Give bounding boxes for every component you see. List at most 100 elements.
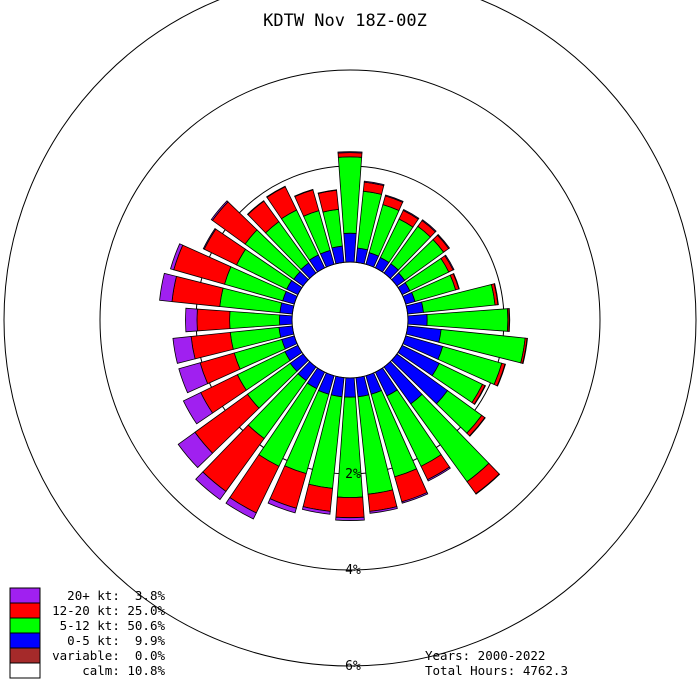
bar-260-0-5 [278,325,295,338]
direction-30 [374,208,420,273]
direction-50 [391,233,451,287]
bar-120-20plus [473,385,487,405]
bar-210-20plus [225,497,257,520]
direction-300 [202,227,303,296]
legend-label-20plus: 20+ kt: 3.8% [60,588,166,603]
direction-330 [266,185,326,273]
bar-280-20plus [159,272,177,303]
direction-40 [383,219,437,279]
legend-item-20plus: 20+ kt: 3.8% [9,587,166,604]
direction-130 [391,353,486,437]
legend-label-variable: variable: 0.0% [52,648,165,663]
ring-label-2pct: 2% [345,467,361,482]
bar-340-20plus [294,188,314,198]
calm-circle [291,261,409,379]
bar-110-20plus [496,363,506,387]
direction-170 [355,375,398,514]
bar-270-12-20 [196,308,231,332]
bar-230-20plus [177,431,214,469]
bar-130-20plus [468,417,486,437]
bar-0-0-5 [343,232,357,263]
direction-310 [210,200,309,287]
legend-swatch-0-5 [9,632,41,649]
bar-350-20plus [317,189,338,194]
legend-item-calm: calm: 10.8% [9,662,165,679]
direction-280 [159,272,295,315]
bar-80-0-5 [405,301,424,315]
bar-150-20plus [427,466,451,482]
bar-240-20plus [182,391,214,425]
bar-80-20plus [493,283,499,306]
chart-title: KDTW Nov 18Z-00Z [263,11,427,31]
direction-80 [405,283,499,315]
bar-50-20plus [436,233,451,250]
bar-20-20plus [384,194,404,203]
bar-0-5-12 [337,156,363,234]
direction-260 [172,325,295,364]
wind-bars [159,151,528,521]
bar-30-20plus [402,208,420,220]
bar-160-20plus [401,492,429,504]
bar-10-0-5 [355,247,369,265]
direction-110 [402,335,506,387]
legend-label-5-12: 5-12 kt: 50.6% [52,618,165,633]
bar-220-20plus [195,471,227,501]
direction-290 [170,243,298,305]
bar-180-20plus [335,516,365,521]
bar-300-20plus [202,227,217,250]
ring-label-4pct: 4% [345,563,361,578]
ring-4pct [99,69,601,571]
bar-170-20plus [369,506,398,514]
bar-180-12-20 [335,496,365,519]
bar-180-0-5 [344,377,356,398]
direction-350 [317,189,345,265]
bar-290-20plus [170,243,184,271]
bar-100-20plus [522,337,528,364]
direction-340 [294,188,335,268]
bar-40-20plus [421,219,437,233]
bar-260-20plus [172,335,196,364]
bar-320-20plus [246,200,265,216]
total-hours-label: Total Hours: 4762.3 [425,663,568,678]
direction-20 [365,194,404,268]
direction-100 [405,325,528,364]
bar-270-20plus [185,307,198,333]
direction-240 [182,344,303,425]
bar-250-20plus [178,362,209,394]
ring-6pct [3,0,697,667]
bar-90-5-12 [426,308,509,332]
legend-label-calm: calm: 10.8% [52,663,165,678]
bar-10-20plus [363,180,385,187]
legend-item-0-5: 0-5 kt: 9.9% [9,632,165,649]
direction-220 [195,361,317,501]
direction-70 [402,273,460,305]
direction-140 [383,361,501,495]
direction-90 [407,308,511,332]
bar-190-20plus [301,506,331,515]
bar-200-20plus [267,498,297,514]
legend-item-variable: variable: 0.0% [9,647,165,664]
bar-310-20plus [210,200,229,221]
direction-230 [177,353,309,469]
direction-60 [397,254,455,296]
bar-140-20plus [475,473,501,495]
bar-270-0-5 [279,314,293,326]
bar-350-0-5 [331,245,345,265]
direction-0 [337,151,363,263]
legend-item-5-12: 5-12 kt: 50.6% [9,617,165,634]
direction-250 [178,335,298,394]
direction-270 [185,307,293,333]
ring-label-6pct: 6% [345,659,361,674]
bar-70-20plus [452,273,460,290]
legend-swatch-variable [9,647,41,664]
bar-90-20plus [508,308,511,332]
legend-label-12-20: 12-20 kt: 25.0% [52,603,165,618]
direction-190 [301,375,345,515]
legend: 20+ kt: 3.8% 12-20 kt: 25.0% 5-12 kt: 50… [9,587,166,679]
bar-350-12-20 [317,189,339,213]
bar-0-12-20 [337,152,363,158]
bar-90-0-5 [407,314,428,326]
direction-120 [397,344,487,405]
direction-150 [374,367,451,482]
